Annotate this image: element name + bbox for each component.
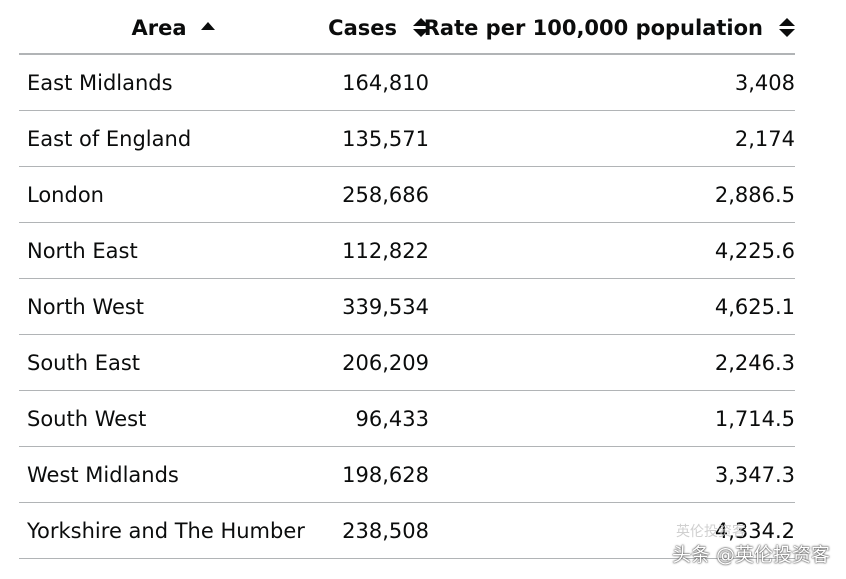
table-row: North East 112,822 4,225.6 — [19, 222, 795, 279]
column-header-rate-label: Rate per 100,000 population — [423, 15, 763, 40]
cell-rate: 2,886.5 — [429, 166, 795, 223]
cell-area: Yorkshire and The Humber — [19, 502, 319, 559]
column-header-rate[interactable]: Rate per 100,000 population — [424, 0, 795, 55]
cell-rate: 2,246.3 — [429, 334, 795, 391]
cell-cases: 238,508 — [319, 502, 429, 559]
table-row: Yorkshire and The Humber 238,508 4,334.2 — [19, 502, 795, 559]
regional-cases-table: Area Cases Rate per 100,000 — [19, 0, 795, 559]
cell-cases: 206,209 — [319, 334, 429, 391]
sort-button-cases[interactable]: Cases — [328, 16, 429, 40]
cell-rate: 3,408 — [429, 54, 795, 111]
cell-cases: 135,571 — [319, 110, 429, 167]
table-row: North West 339,534 4,625.1 — [19, 278, 795, 335]
table-row: South West 96,433 1,714.5 — [19, 390, 795, 447]
cell-rate: 4,225.6 — [429, 222, 795, 279]
sort-button-area[interactable]: Area — [131, 15, 215, 40]
header-row: Area Cases Rate per 100,000 — [19, 0, 795, 55]
column-header-area[interactable]: Area — [19, 0, 319, 55]
table-row: East Midlands 164,810 3,408 — [19, 54, 795, 111]
table-row: South East 206,209 2,246.3 — [19, 334, 795, 391]
cell-area: South East — [19, 334, 319, 391]
cell-rate: 1,714.5 — [429, 390, 795, 447]
sort-unsorted-icon — [413, 18, 429, 37]
cell-cases: 164,810 — [319, 54, 429, 111]
cell-cases: 258,686 — [319, 166, 429, 223]
cell-area: South West — [19, 390, 319, 447]
cell-area: North West — [19, 278, 319, 335]
column-header-cases-label: Cases — [328, 15, 397, 40]
data-table-container: Area Cases Rate per 100,000 — [19, 0, 795, 559]
sort-ascending-icon — [200, 21, 215, 30]
cell-rate: 2,174 — [429, 110, 795, 167]
watermark-text: 头条 @英伦投资客 — [671, 544, 830, 566]
column-header-area-label: Area — [131, 15, 187, 40]
table-row: West Midlands 198,628 3,347.3 — [19, 446, 795, 503]
table-body: East Midlands 164,810 3,408 East of England… — [19, 54, 795, 559]
cell-cases: 198,628 — [319, 446, 429, 503]
cell-area: London — [19, 166, 319, 223]
table-row: East of England 135,571 2,174 — [19, 110, 795, 167]
cell-area: West Midlands — [19, 446, 319, 503]
cell-area: East of England — [19, 110, 319, 167]
cell-rate: 4,334.2 — [429, 502, 795, 559]
cell-cases: 339,534 — [319, 278, 429, 335]
watermark-ghost-text: 英伦投资客 — [676, 524, 746, 540]
table-row: London 258,686 2,886.5 — [19, 166, 795, 223]
sort-button-rate[interactable]: Rate per 100,000 population — [424, 16, 795, 40]
table-header: Area Cases Rate per 100,000 — [19, 0, 795, 55]
sort-unsorted-icon — [779, 18, 795, 37]
cell-cases: 96,433 — [319, 390, 429, 447]
cell-area: North East — [19, 222, 319, 279]
cell-area: East Midlands — [19, 54, 319, 111]
cell-cases: 112,822 — [319, 222, 429, 279]
cell-rate: 4,625.1 — [429, 278, 795, 335]
column-header-cases[interactable]: Cases — [319, 0, 429, 55]
cell-rate: 3,347.3 — [429, 446, 795, 503]
